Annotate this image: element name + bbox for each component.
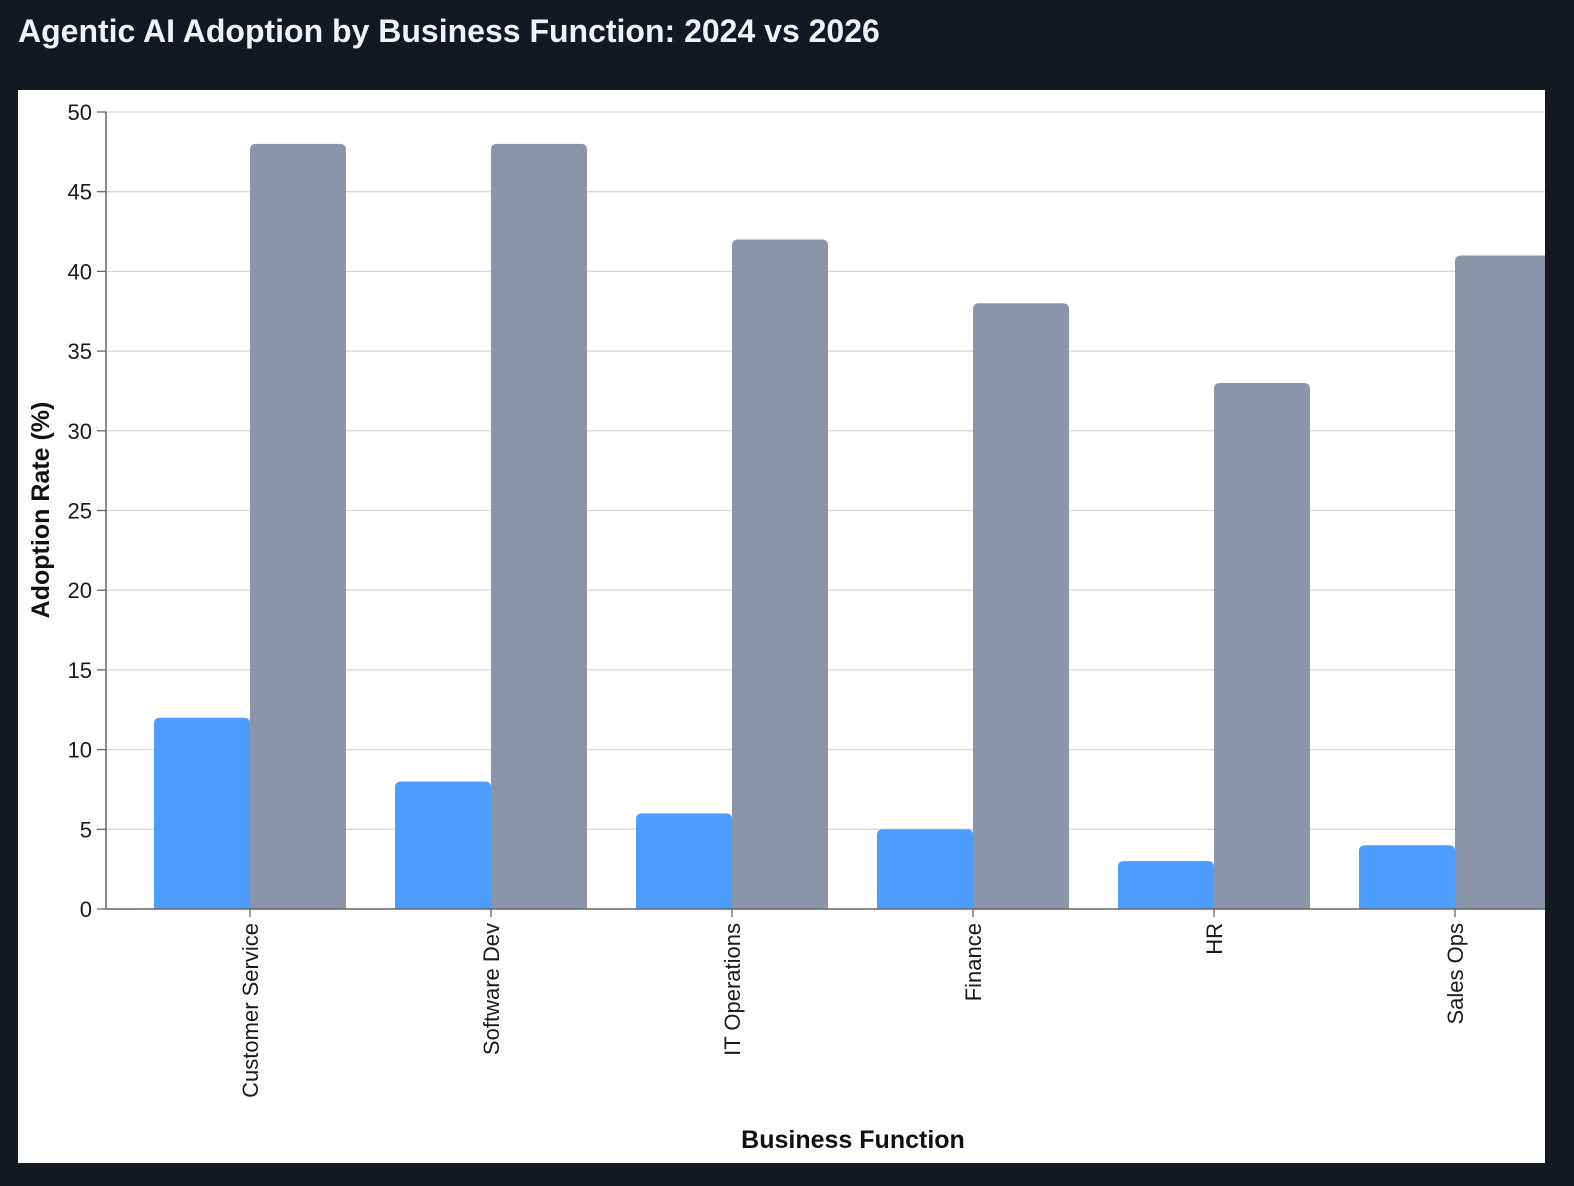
x-axis-title: Business Function xyxy=(741,1126,965,1154)
chart-panel: 0 5 10 15 20 25 30 35 40 45 50 Customer Service Sof… xyxy=(18,90,1545,1163)
bar-series-2-sales-ops xyxy=(1455,255,1545,909)
bar-series-1-it-operations xyxy=(636,813,732,909)
y-tick-label: 0 xyxy=(80,897,92,922)
bar-series-2-finance xyxy=(973,303,1069,909)
x-tick-label: IT Operations xyxy=(720,923,745,1056)
x-axis-ticks: Customer Service Software Dev IT Operation… xyxy=(238,909,1468,1098)
y-tick-label: 5 xyxy=(80,817,92,842)
bar-series-1-customer-service xyxy=(154,717,250,909)
y-axis-title: Adoption Rate (%) xyxy=(27,402,55,619)
bar-series-1-software-dev xyxy=(395,781,491,909)
y-axis-ticks: 0 5 10 15 20 25 30 35 40 45 50 xyxy=(68,100,106,922)
bar-series-1-finance xyxy=(877,829,973,909)
y-tick-label: 45 xyxy=(68,180,92,205)
x-tick-label: HR xyxy=(1202,923,1227,955)
x-tick-label: Customer Service xyxy=(238,923,263,1098)
bar-series-2-it-operations xyxy=(732,239,828,909)
bar-series-2-customer-service xyxy=(250,143,346,909)
y-tick-label: 20 xyxy=(68,578,92,603)
bar-chart: 0 5 10 15 20 25 30 35 40 45 50 Customer Service Sof… xyxy=(27,100,1545,1154)
y-tick-label: 25 xyxy=(68,499,92,524)
y-tick-label: 40 xyxy=(68,259,92,284)
y-tick-label: 10 xyxy=(68,738,92,763)
x-tick-label: Sales Ops xyxy=(1443,923,1468,1025)
y-tick-label: 50 xyxy=(68,100,92,125)
bar-series-2-hr xyxy=(1214,382,1310,910)
y-tick-label: 15 xyxy=(68,658,92,683)
bar-series-1-sales-ops xyxy=(1359,845,1455,909)
y-tick-label: 35 xyxy=(68,339,92,364)
bar-series-1-hr xyxy=(1118,861,1214,909)
chart-title: Agentic AI Adoption by Business Function… xyxy=(18,13,880,49)
y-tick-label: 30 xyxy=(68,419,92,444)
x-tick-label: Software Dev xyxy=(479,923,504,1055)
bar-series-2-software-dev xyxy=(491,143,587,909)
x-tick-label: Finance xyxy=(961,923,986,1001)
bars xyxy=(154,143,1545,910)
